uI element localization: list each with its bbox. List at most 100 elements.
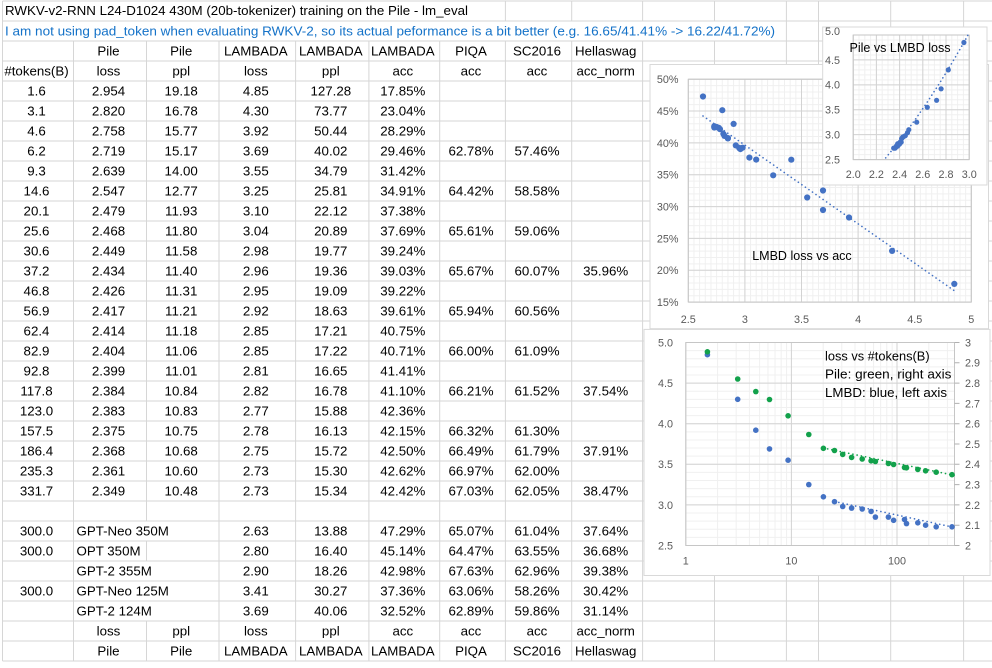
svg-text:50%: 50% <box>657 74 679 86</box>
svg-text:2.8: 2.8 <box>965 378 980 390</box>
svg-text:2.479: 2.479 <box>92 204 125 219</box>
svg-text:2.375: 2.375 <box>92 424 125 439</box>
svg-text:3.69: 3.69 <box>243 144 269 159</box>
svg-text:34.91%: 34.91% <box>380 184 425 199</box>
svg-text:ppl: ppl <box>322 624 340 639</box>
svg-text:4.0: 4.0 <box>658 419 673 431</box>
svg-text:Pile vs LMBD loss: Pile vs LMBD loss <box>850 40 951 55</box>
svg-text:19.77: 19.77 <box>314 244 347 259</box>
svg-text:20%: 20% <box>657 265 679 277</box>
svg-text:2.368: 2.368 <box>92 444 125 459</box>
svg-text:56.9: 56.9 <box>24 304 50 319</box>
svg-text:58.26%: 58.26% <box>514 584 559 599</box>
svg-text:3.0: 3.0 <box>658 500 673 512</box>
svg-text:2.5: 2.5 <box>658 540 673 552</box>
svg-text:9.3: 9.3 <box>27 164 46 179</box>
svg-text:42.50%: 42.50% <box>380 444 425 459</box>
svg-text:65.61%: 65.61% <box>448 224 493 239</box>
svg-text:61.30%: 61.30% <box>514 424 559 439</box>
svg-text:42.36%: 42.36% <box>380 404 425 419</box>
svg-text:66.32%: 66.32% <box>448 424 493 439</box>
svg-text:2.80: 2.80 <box>243 544 269 559</box>
svg-text:42.15%: 42.15% <box>380 424 425 439</box>
svg-text:2.90: 2.90 <box>243 564 269 579</box>
svg-text:18.26: 18.26 <box>314 564 347 579</box>
svg-text:Pile: Pile <box>170 644 192 659</box>
svg-text:66.97%: 66.97% <box>448 464 493 479</box>
svg-text:2.85: 2.85 <box>243 324 269 339</box>
svg-text:LAMBADA: LAMBADA <box>299 44 363 59</box>
svg-text:4.5: 4.5 <box>907 314 922 326</box>
svg-text:42.42%: 42.42% <box>380 484 425 499</box>
svg-text:11.01: 11.01 <box>165 364 197 379</box>
svg-text:11.40: 11.40 <box>165 264 197 279</box>
svg-text:11.93: 11.93 <box>165 204 197 219</box>
svg-text:42.62%: 42.62% <box>380 464 425 479</box>
svg-text:2.383: 2.383 <box>92 404 125 419</box>
svg-text:11.18: 11.18 <box>165 324 197 339</box>
svg-text:2.361: 2.361 <box>92 464 125 479</box>
svg-text:39.22%: 39.22% <box>380 284 425 299</box>
svg-text:10.60: 10.60 <box>165 464 198 479</box>
svg-text:47.29%: 47.29% <box>380 524 425 539</box>
svg-text:64.42%: 64.42% <box>448 184 493 199</box>
svg-text:10.84: 10.84 <box>165 384 198 399</box>
svg-text:3.0: 3.0 <box>825 130 840 142</box>
svg-text:LAMBADA: LAMBADA <box>371 44 435 59</box>
svg-text:300.0: 300.0 <box>20 584 53 599</box>
svg-text:30.42%: 30.42% <box>583 584 628 599</box>
svg-text:3.5: 3.5 <box>658 459 673 471</box>
svg-text:I am not using pad_token when: I am not using pad_token when evaluating… <box>5 24 775 39</box>
svg-text:2.3: 2.3 <box>965 480 980 492</box>
svg-text:3.5: 3.5 <box>825 105 840 117</box>
svg-text:127.28: 127.28 <box>310 84 351 99</box>
svg-text:2.4: 2.4 <box>965 459 980 471</box>
svg-text:loss: loss <box>97 624 121 639</box>
svg-text:2.81: 2.81 <box>243 364 269 379</box>
svg-text:2.399: 2.399 <box>92 364 125 379</box>
svg-text:62.89%: 62.89% <box>448 604 493 619</box>
svg-text:SC2016: SC2016 <box>513 44 561 59</box>
svg-text:2.758: 2.758 <box>92 124 125 139</box>
svg-text:32.52%: 32.52% <box>380 604 425 619</box>
svg-text:23.04%: 23.04% <box>380 104 425 119</box>
svg-text:25.6: 25.6 <box>24 224 50 239</box>
svg-text:4.5: 4.5 <box>658 378 673 390</box>
svg-text:30%: 30% <box>657 202 679 214</box>
svg-text:61.79%: 61.79% <box>514 444 559 459</box>
svg-text:4: 4 <box>855 314 861 326</box>
svg-text:4.30: 4.30 <box>243 104 269 119</box>
svg-text:2.75: 2.75 <box>243 444 269 459</box>
svg-text:2.719: 2.719 <box>92 144 125 159</box>
svg-text:61.04%: 61.04% <box>514 524 559 539</box>
svg-text:62.78%: 62.78% <box>448 144 493 159</box>
svg-text:18.63: 18.63 <box>314 304 347 319</box>
svg-text:3.0: 3.0 <box>962 169 977 181</box>
svg-text:41.10%: 41.10% <box>380 384 425 399</box>
svg-text:40.06: 40.06 <box>314 604 347 619</box>
svg-text:LMBD loss vs acc: LMBD loss vs acc <box>752 248 852 263</box>
svg-text:3.1: 3.1 <box>27 104 46 119</box>
svg-text:2.404: 2.404 <box>92 344 125 359</box>
svg-text:3: 3 <box>965 337 971 349</box>
svg-text:28.29%: 28.29% <box>380 124 425 139</box>
svg-text:2.82: 2.82 <box>243 384 269 399</box>
svg-text:16.78: 16.78 <box>314 384 347 399</box>
svg-text:30.27: 30.27 <box>314 584 347 599</box>
svg-text:11.80: 11.80 <box>165 224 197 239</box>
svg-text:acc: acc <box>392 624 413 639</box>
svg-text:Pile: Pile <box>170 44 192 59</box>
svg-text:39.24%: 39.24% <box>380 244 425 259</box>
svg-text:35%: 35% <box>657 170 679 182</box>
svg-text:67.63%: 67.63% <box>448 564 493 579</box>
svg-text:39.03%: 39.03% <box>380 264 425 279</box>
svg-text:14.00: 14.00 <box>165 164 198 179</box>
svg-text:PIQA: PIQA <box>455 44 487 59</box>
svg-text:2.2: 2.2 <box>965 500 980 512</box>
svg-text:2.96: 2.96 <box>243 264 269 279</box>
svg-text:2.349: 2.349 <box>92 484 125 499</box>
svg-text:#tokens(B): #tokens(B) <box>4 64 68 79</box>
svg-text:40.02: 40.02 <box>314 144 347 159</box>
svg-text:39.38%: 39.38% <box>583 564 628 579</box>
svg-text:GPT-Neo 125M: GPT-Neo 125M <box>77 584 169 599</box>
